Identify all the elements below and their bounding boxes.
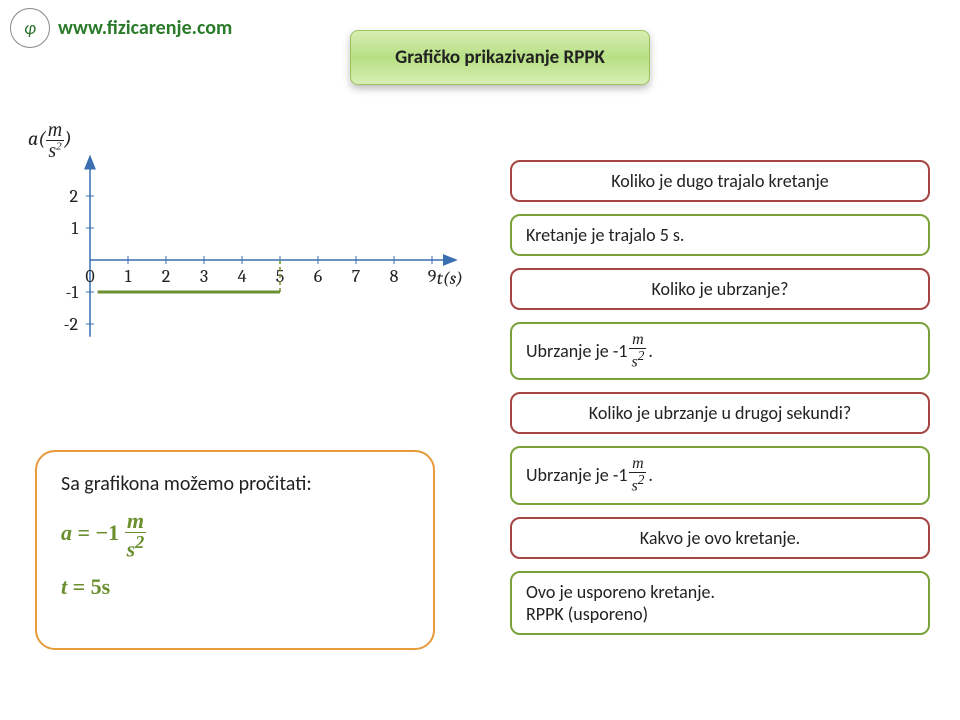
acceleration-chart: 012345678912-1-2a(ms2)t(s) bbox=[20, 120, 490, 380]
svg-text:0: 0 bbox=[85, 266, 94, 287]
svg-text:2: 2 bbox=[162, 266, 171, 287]
question-box-4: Koliko je ubrzanje u drugoj sekundi? bbox=[510, 392, 930, 434]
chart-svg: 012345678912-1-2a(ms2)t(s) bbox=[20, 120, 490, 380]
svg-text:8: 8 bbox=[390, 266, 399, 287]
answer-box-7: Ovo je usporeno kretanje. RPPK (usporeno… bbox=[510, 571, 930, 635]
page-title: Grafičko prikazivanje RPPK bbox=[350, 30, 650, 85]
header-logo-area: φ www.fizicarenje.com bbox=[10, 8, 232, 48]
svg-text:-1: -1 bbox=[66, 282, 79, 303]
svg-text:t(s): t(s) bbox=[437, 268, 463, 289]
svg-text:4: 4 bbox=[238, 266, 247, 287]
site-url: www.fizicarenje.com bbox=[58, 16, 232, 40]
svg-text:7: 7 bbox=[352, 266, 361, 287]
reading-eq-2: t = 5s bbox=[61, 574, 409, 600]
svg-text:9: 9 bbox=[428, 266, 437, 287]
question-box-6: Kakvo je ovo kretanje. bbox=[510, 517, 930, 559]
reading-eq-1: a = −1 ms2 bbox=[61, 510, 409, 560]
question-box-0: Koliko je dugo trajalo kretanje bbox=[510, 160, 930, 202]
reading-intro: Sa grafikona možemo pročitati: bbox=[61, 472, 409, 496]
answer-box-3: Ubrzanje je -1ms2 . bbox=[510, 322, 930, 380]
svg-text:2: 2 bbox=[70, 186, 79, 207]
qa-panel: Koliko je dugo trajalo kretanje Kretanje … bbox=[510, 160, 930, 635]
svg-text:-2: -2 bbox=[64, 314, 78, 335]
answer-box-1: Kretanje je trajalo 5 s. bbox=[510, 214, 930, 256]
question-box-2: Koliko je ubrzanje? bbox=[510, 268, 930, 310]
logo-icon: φ bbox=[10, 8, 50, 48]
svg-text:6: 6 bbox=[314, 266, 323, 287]
svg-text:1: 1 bbox=[71, 218, 78, 239]
svg-text:1: 1 bbox=[125, 266, 132, 287]
reading-box: Sa grafikona možemo pročitati: a = −1 ms… bbox=[35, 450, 435, 650]
svg-text:3: 3 bbox=[200, 266, 208, 287]
answer-box-5: Ubrzanje je -1ms2 . bbox=[510, 446, 930, 504]
